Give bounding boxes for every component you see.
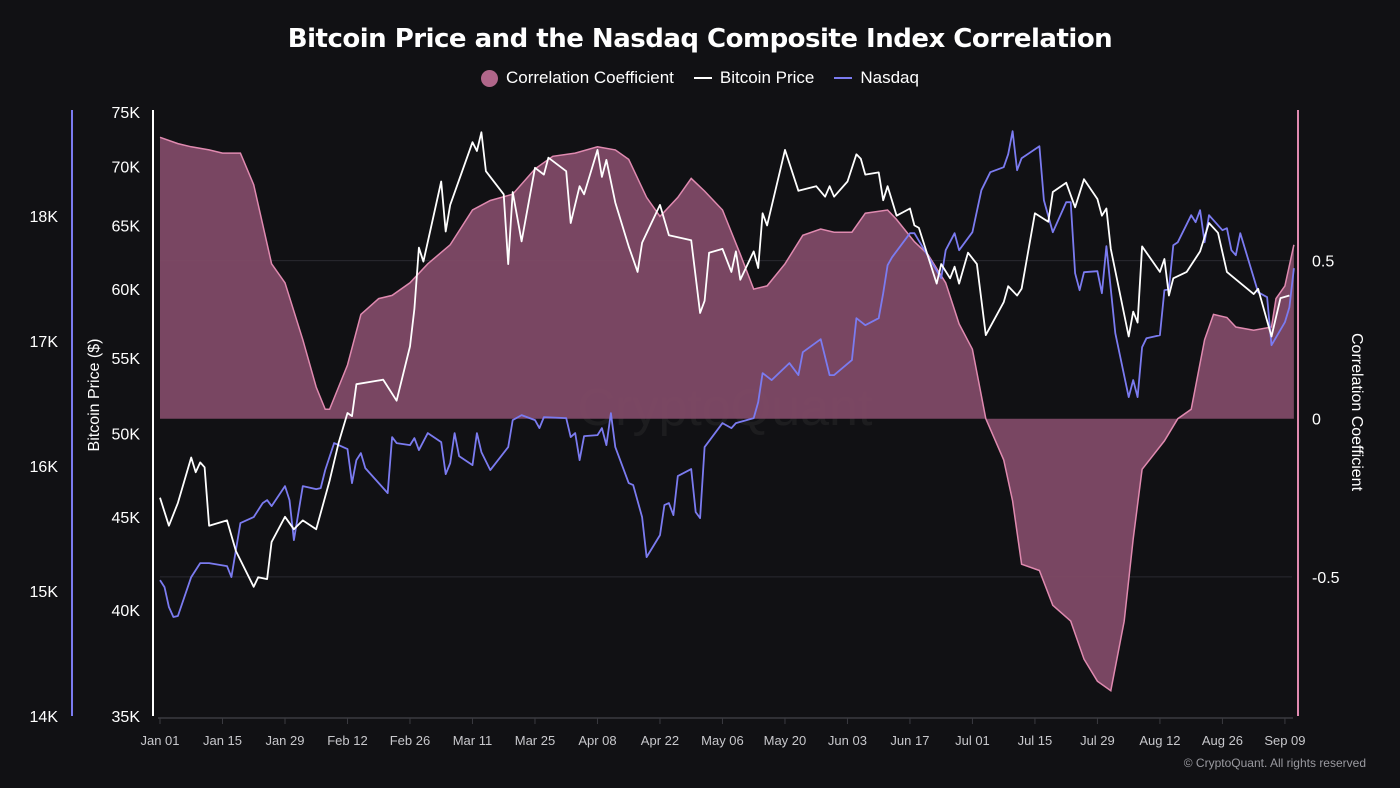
x-tick-label: May 20 xyxy=(764,733,807,748)
legend-item-bitcoin[interactable]: Bitcoin Price xyxy=(693,68,815,88)
bitcoin-tick-label: 50K xyxy=(112,426,141,443)
correlation-line xyxy=(159,136,1295,692)
x-tick-label: Jul 01 xyxy=(955,733,990,748)
legend-label-correlation: Correlation Coefficient xyxy=(506,68,674,87)
x-tick-label: Jun 03 xyxy=(828,733,867,748)
x-tick-label: Jun 17 xyxy=(890,733,929,748)
x-tick-label: Jul 29 xyxy=(1080,733,1115,748)
x-tick-label: Aug 26 xyxy=(1202,733,1243,748)
x-tick-label: Jul 15 xyxy=(1018,733,1053,748)
legend-swatch-correlation xyxy=(481,69,498,87)
nasdaq-tick-label: 17K xyxy=(30,334,59,351)
correlation-tick-label: 0.5 xyxy=(1312,254,1334,271)
legend-swatch-bitcoin xyxy=(693,77,712,79)
bitcoin-tick-label: 65K xyxy=(112,218,141,235)
x-tick-label: Mar 11 xyxy=(453,733,493,748)
x-tick-label: Jan 01 xyxy=(140,733,179,748)
legend-label-bitcoin: Bitcoin Price xyxy=(719,68,815,87)
bitcoin-tick-label: 60K xyxy=(112,282,141,299)
x-tick-label: Apr 08 xyxy=(578,733,616,748)
legend-item-correlation[interactable]: Correlation Coefficient xyxy=(481,68,674,88)
x-tick-label: Feb 26 xyxy=(390,733,430,748)
copyright: © CryptoQuant. All rights reserved xyxy=(1183,756,1366,770)
legend-label-nasdaq: Nasdaq xyxy=(860,68,919,87)
nasdaq-line xyxy=(159,130,1295,618)
x-tick-label: Apr 22 xyxy=(641,733,679,748)
bitcoin-tick-label: 35K xyxy=(112,709,141,726)
legend-item-nasdaq[interactable]: Nasdaq xyxy=(834,68,919,88)
bitcoin-tick-label: 40K xyxy=(112,603,141,620)
correlation-tick-label: -0.5 xyxy=(1312,570,1340,587)
nasdaq-tick-label: 15K xyxy=(30,584,59,601)
nasdaq-tick-label: 16K xyxy=(30,459,59,476)
bitcoin-tick-label: 70K xyxy=(112,160,141,177)
bitcoin-price-line xyxy=(159,131,1290,588)
x-tick-label: May 06 xyxy=(701,733,744,748)
bitcoin-tick-label: 75K xyxy=(112,105,141,122)
correlation-area xyxy=(160,137,1294,691)
bitcoin-tick-label: 55K xyxy=(112,351,141,368)
x-tick-label: Sep 09 xyxy=(1264,733,1305,748)
legend: Correlation Coefficient Bitcoin Price Na… xyxy=(0,68,1400,88)
bitcoin-tick-label: 45K xyxy=(112,510,141,527)
legend-swatch-nasdaq xyxy=(834,77,853,79)
x-tick-label: Jan 29 xyxy=(265,733,304,748)
correlation-axis-label: Correlation Coefficient xyxy=(1348,333,1365,492)
x-tick-label: Aug 12 xyxy=(1139,733,1180,748)
correlation-tick-label: 0 xyxy=(1312,412,1321,429)
chart-title: Bitcoin Price and the Nasdaq Composite I… xyxy=(287,24,1113,54)
bitcoin-axis-label: Bitcoin Price ($) xyxy=(86,339,103,452)
nasdaq-tick-label: 14K xyxy=(30,709,59,726)
x-tick-label: Mar 25 xyxy=(515,733,555,748)
x-tick-label: Feb 12 xyxy=(327,733,367,748)
nasdaq-tick-label: 18K xyxy=(30,209,59,226)
x-tick-label: Jan 15 xyxy=(203,733,242,748)
